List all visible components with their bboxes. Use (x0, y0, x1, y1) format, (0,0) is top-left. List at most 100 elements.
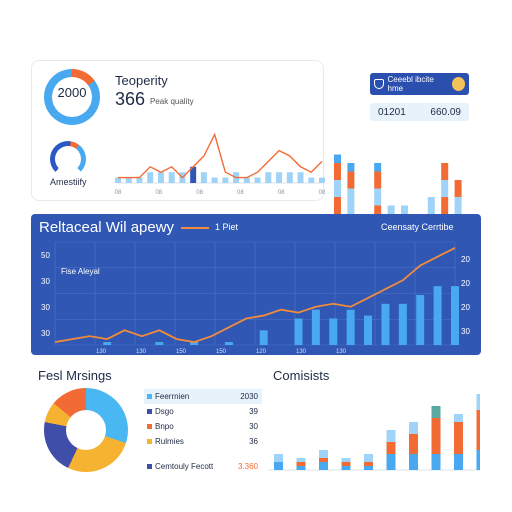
trend-bar (147, 172, 154, 183)
trend-bar (157, 172, 164, 183)
main-line (54, 247, 456, 343)
main-chart-panel: Reltaceal Wil apewy 1 Piet Ceensaty Cerr… (31, 214, 481, 355)
legend-row[interactable]: Rulmies 36 (144, 434, 262, 449)
legend-swatch (147, 424, 152, 429)
legend-value: 2030 (240, 392, 258, 401)
badge-text: Ceeebl ibcite hme (387, 75, 434, 93)
x-tick-label: 08 (115, 190, 122, 196)
y-tick-label-left: 30 (41, 303, 50, 312)
stacked-bar-segment (454, 197, 462, 214)
trend-line (118, 132, 323, 179)
stacked-bar-segment (386, 430, 396, 442)
stacked-bar-segment (364, 454, 373, 462)
summary-value: 366 (115, 89, 146, 109)
trend-bar (222, 177, 229, 183)
stacked-bar-segment (454, 180, 462, 197)
stacked-bar-segment (341, 458, 351, 462)
panel-title: Reltaceal Wil apewy (39, 219, 175, 236)
main-bar (259, 330, 268, 345)
stacked-bar-segment (319, 450, 328, 458)
x-tick-label: 130 (96, 349, 107, 355)
trend-bar (200, 172, 207, 183)
stacked-bar-segment (476, 394, 480, 450)
stacked-bar-segment (347, 188, 355, 214)
stacked-bar-segment (401, 205, 408, 214)
main-bar (294, 318, 303, 345)
main-bar (155, 342, 164, 345)
trend-bar (297, 172, 304, 183)
stacked-bar-segment (476, 394, 480, 410)
stats-row: 01201 660.09 (370, 103, 469, 121)
main-bar (381, 303, 390, 345)
stacked-bar-segment (374, 171, 382, 189)
status-badge[interactable]: Ceeebl ibcite hme (370, 73, 469, 95)
legend-value: 30 (249, 422, 258, 431)
legend-row[interactable]: Bnpo 30 (144, 419, 262, 434)
legend-swatch (147, 394, 152, 399)
panel-subtitle: 1 Piet (215, 222, 239, 232)
donut-legend: Feerrnien 2030 Dsgo 39 Bnpo 30 Rulmies 3… (144, 389, 262, 474)
x-tick-label: 150 (176, 349, 187, 355)
stacked-bar-segment (334, 180, 341, 197)
stacked-bar-segment (454, 414, 463, 454)
ring-value: 2000 (57, 85, 87, 100)
summary-sub: Peak quality (150, 97, 194, 106)
donut-chart (44, 388, 128, 472)
legend-value: 3.360 (237, 462, 258, 471)
trend-bar (190, 166, 197, 183)
main-bar (416, 294, 425, 345)
trend-bar (265, 172, 272, 183)
trend-bar (168, 172, 175, 183)
stacked-bar-segment (374, 188, 382, 206)
trend-bar (115, 177, 121, 183)
panel-right-label[interactable]: Ceensaty Cerrtibe (381, 222, 454, 232)
trend-bar (136, 177, 143, 183)
avatar[interactable] (451, 77, 465, 91)
legend-value: 39 (249, 407, 258, 416)
main-bar (311, 309, 320, 345)
legend-label: Feerrnien (155, 392, 190, 401)
y-tick-label-right: 20 (461, 255, 470, 264)
stacked-bar-segment (427, 197, 435, 223)
legend-row[interactable]: Cemtouly Fecott 3.360 (144, 459, 262, 474)
section-title-left: Fesl Mrsings (38, 368, 112, 383)
x-tick-label: 08 (237, 190, 244, 196)
trend-bar (276, 172, 283, 183)
stacked-bar-segment (374, 163, 382, 172)
main-line-chart: 50 30 30 30 20 20 20 30 130 130 150 150 120 130 130 Fis… (41, 241, 470, 355)
legend-row[interactable]: Dsgo 39 (144, 404, 262, 419)
x-tick-label: 130 (136, 349, 147, 355)
section-title-right: Comisists (273, 368, 330, 383)
series-swatch (181, 227, 209, 229)
main-bar (398, 303, 407, 345)
x-tick-label: 08 (155, 190, 162, 196)
trend-chart: 08 08 08 08 08 08 (115, 132, 326, 196)
progress-ring (44, 69, 100, 125)
stacked-bar-segment (454, 414, 463, 422)
main-bar (224, 342, 233, 345)
legend-label: Dsgo (155, 407, 174, 416)
legend-label: Rulmies (155, 437, 184, 446)
stacked-bar-segment (334, 154, 341, 163)
y-tick-label-right: 20 (461, 303, 470, 312)
trend-bar (211, 177, 218, 183)
y-tick-label-left: 30 (41, 329, 50, 338)
main-bar (433, 286, 442, 345)
legend-row[interactable]: Feerrnien 2030 (144, 389, 262, 404)
trend-bar (319, 177, 325, 183)
summary-card: 2000 Teoperity 366 Peak quality Amestiif… (31, 60, 326, 201)
x-tick-label: 130 (336, 349, 347, 355)
stats-card: Ceeebl ibcite hme 01201 660.09 (330, 60, 480, 248)
legend-swatch (147, 439, 152, 444)
stat-b: 660.09 (430, 106, 461, 118)
summary-title: Teoperity (115, 73, 168, 88)
stacked-bar-segment (431, 406, 441, 418)
x-tick-label: 08 (319, 190, 326, 196)
stacked-bar-segment (334, 163, 341, 180)
stacked-bar-segment (347, 171, 355, 189)
legend-swatch (147, 409, 152, 414)
main-bar (329, 318, 338, 345)
stacked-bar-segment (441, 163, 449, 180)
main-bar (346, 309, 355, 345)
trend-bar (308, 177, 315, 183)
